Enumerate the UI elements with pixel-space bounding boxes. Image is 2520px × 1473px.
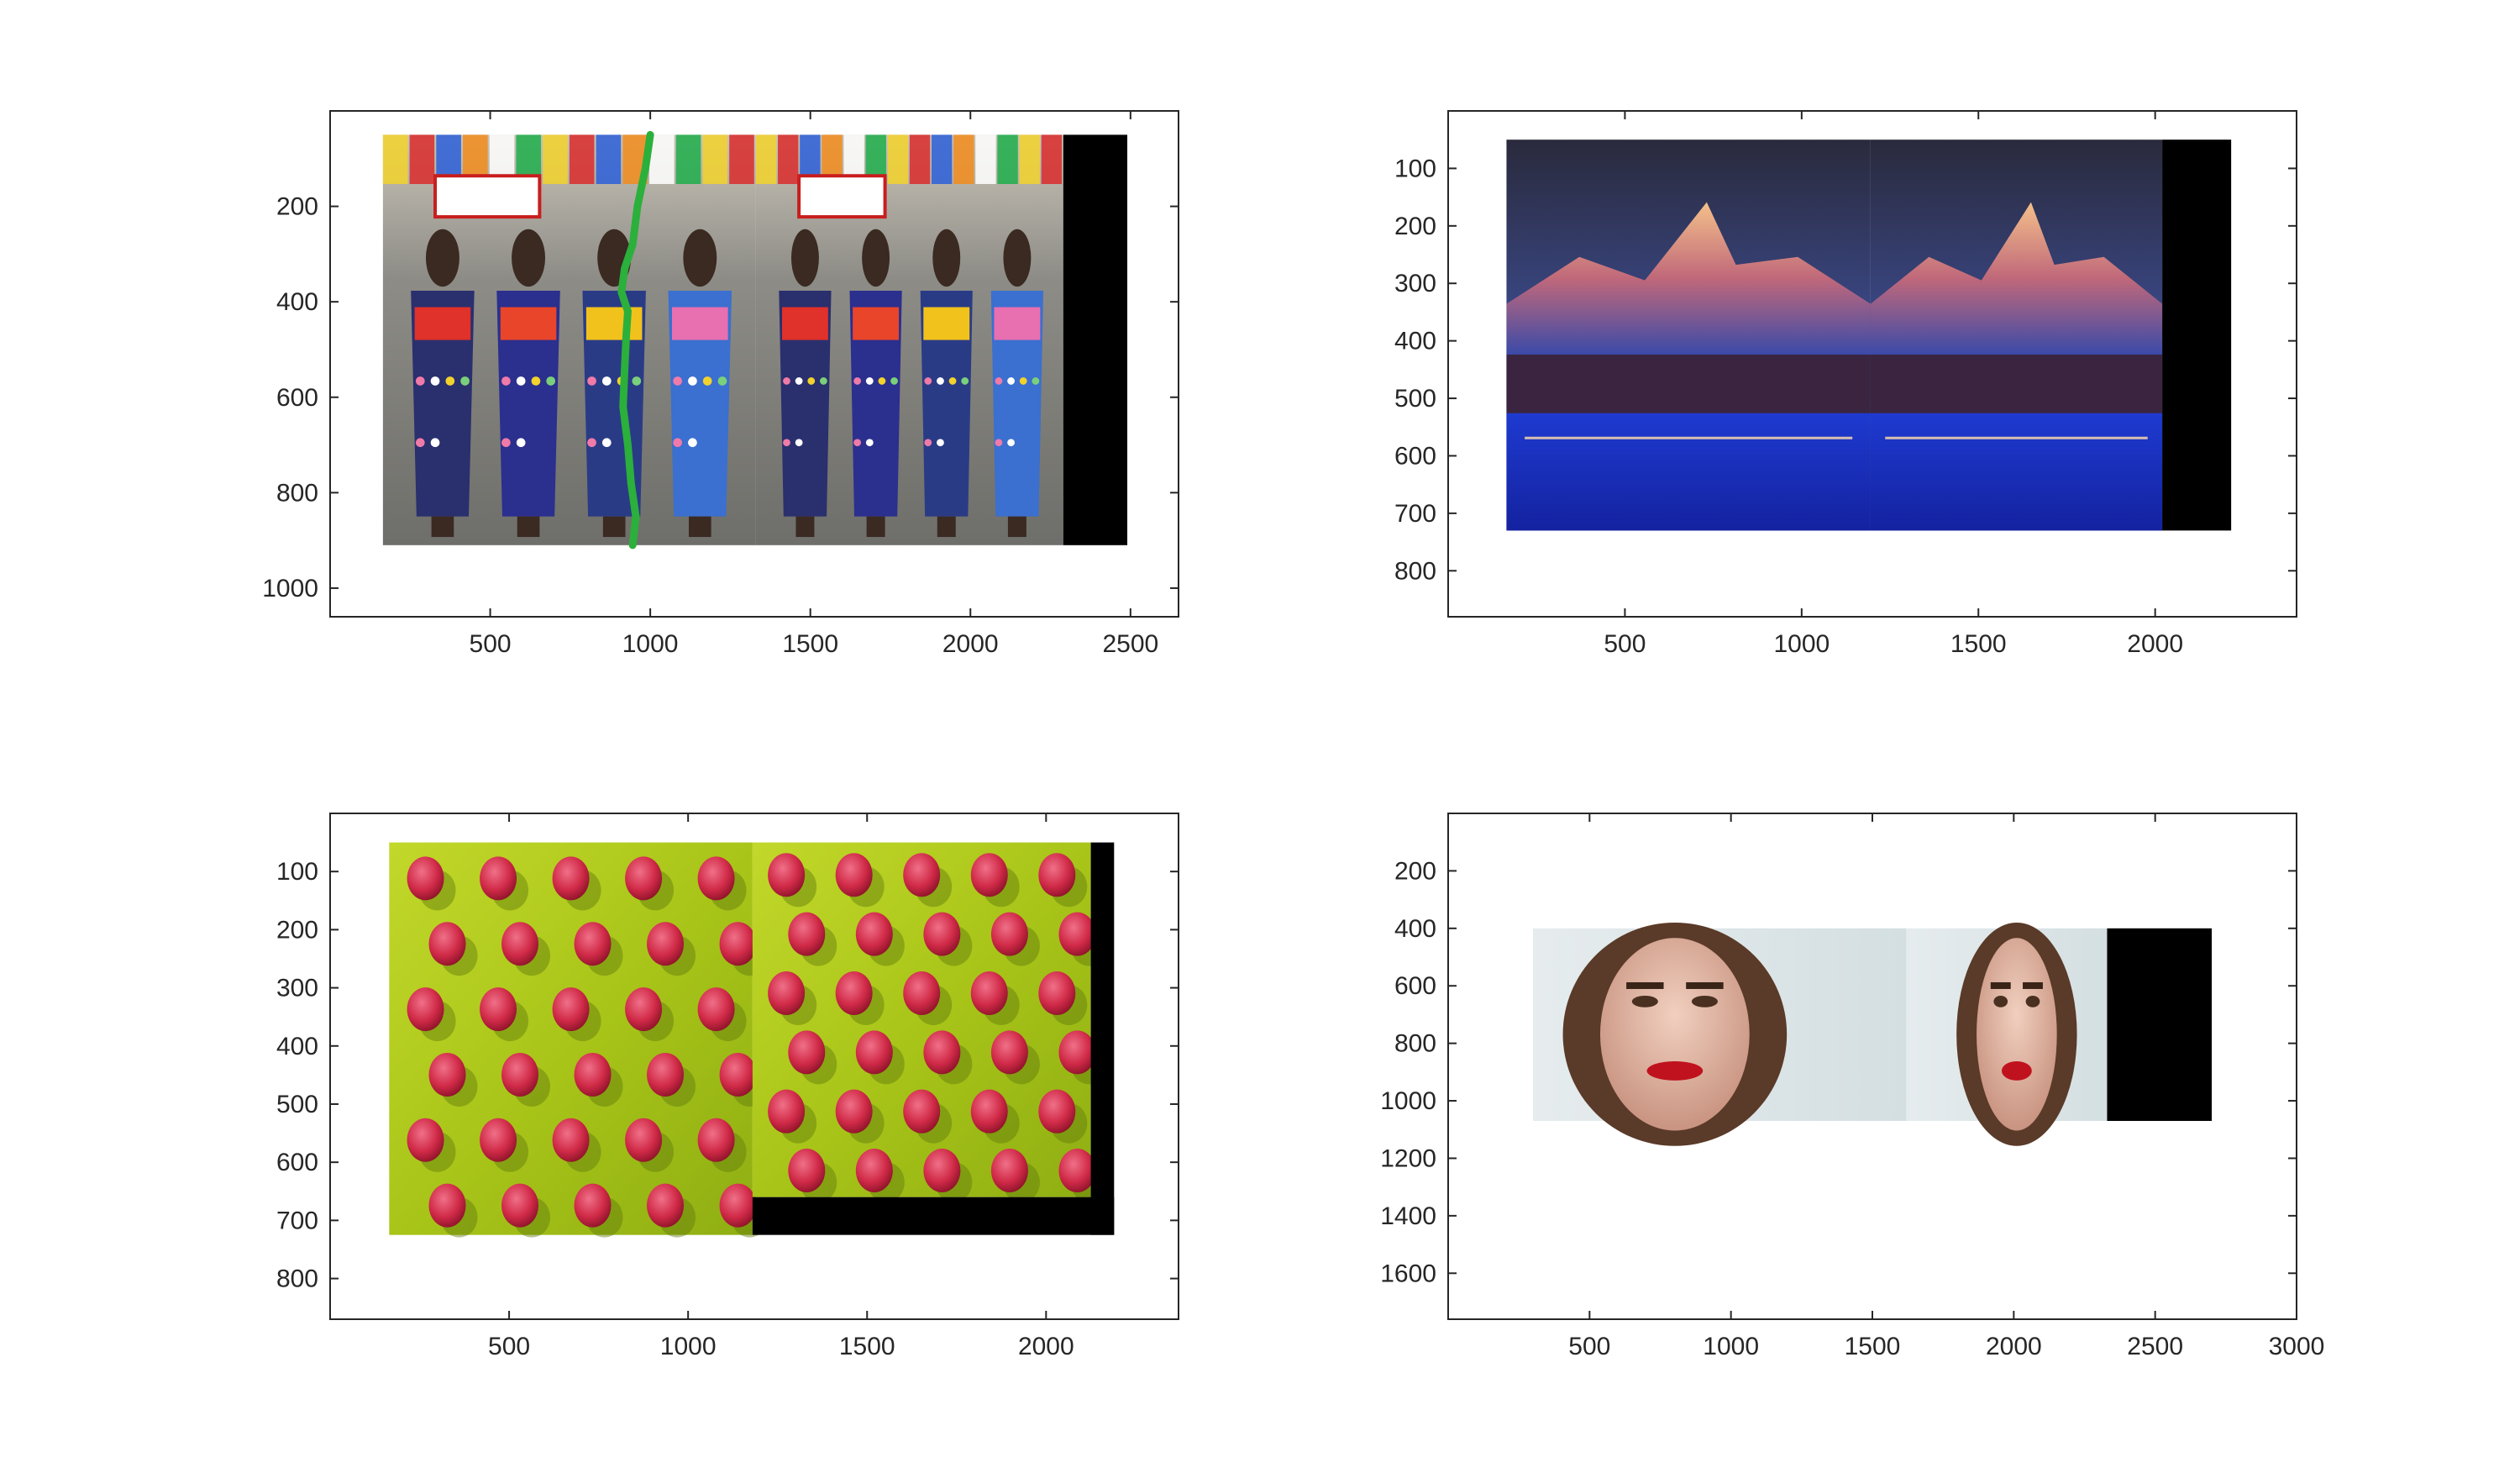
y-tick-label: 800 [1394, 557, 1436, 585]
y-tick-label: 300 [1394, 270, 1436, 297]
y-tick-label: 500 [276, 1091, 318, 1118]
y-tick-label: 600 [276, 384, 318, 412]
right-image [755, 134, 1063, 545]
left-image [389, 842, 769, 1238]
x-tick-label: 500 [488, 1333, 530, 1360]
x-tick-label: 2000 [1986, 1333, 2042, 1360]
black-fill-right [1090, 842, 1115, 1235]
axes-4: 500 1000 1500 2000 2500 3000 200 400 600 800 1000 1… [1380, 813, 2324, 1360]
y-tick-label: 100 [1394, 155, 1436, 182]
x-tick-label: 500 [1568, 1333, 1610, 1360]
left-image [382, 134, 756, 545]
y-tick-label: 400 [276, 1033, 318, 1060]
x-tick-label: 3000 [2269, 1333, 2325, 1360]
y-tick-label: 600 [1394, 972, 1436, 1000]
x-tick-label: 1500 [839, 1333, 895, 1360]
black-fill-bottom [752, 1197, 1115, 1235]
seam-line [617, 130, 654, 550]
y-tick-label: 400 [1394, 328, 1436, 355]
black-fill [2107, 928, 2212, 1121]
y-tick-label: 800 [276, 1265, 318, 1293]
x-tick-label: 1000 [622, 630, 679, 658]
y-tick-label: 500 [1394, 385, 1436, 413]
y-tick-label: 700 [276, 1207, 318, 1234]
y-tick-label: 300 [276, 975, 318, 1002]
y-tick-label: 1200 [1380, 1144, 1436, 1172]
y-tick-label: 200 [276, 193, 318, 221]
y-tick-label: 200 [1394, 857, 1436, 885]
left-image [1533, 922, 1907, 1146]
axes-3: 500 1000 1500 2000 100 200 300 400 500 600 700 800 [276, 813, 1179, 1360]
x-tick-label: 500 [1604, 630, 1646, 658]
y-tick-label: 1400 [1380, 1202, 1436, 1230]
x-tick-label: 1000 [1773, 630, 1830, 658]
axes-2: 500 1000 1500 2000 100 200 300 400 500 600 700 800 [1394, 110, 2297, 658]
x-tick-label: 1500 [1845, 1333, 1901, 1360]
y-tick-label: 800 [1394, 1030, 1436, 1058]
left-image [1506, 139, 1871, 531]
black-fill [2162, 139, 2232, 531]
y-tick-label: 200 [1394, 213, 1436, 240]
y-tick-label: 400 [276, 288, 318, 316]
x-tick-label: 2500 [1102, 630, 1158, 658]
x-tick-label: 1500 [782, 630, 838, 658]
right-image [752, 842, 1108, 1203]
y-tick-label: 400 [1394, 915, 1436, 943]
y-tick-label: 1000 [1380, 1087, 1436, 1115]
y-tick-label: 1600 [1380, 1260, 1436, 1287]
y-tick-label: 600 [1394, 442, 1436, 470]
x-tick-label: 2000 [2127, 630, 2183, 658]
axes-1: 500 1000 1500 2000 2500 200 400 600 800 1000 [262, 110, 1179, 658]
x-tick-label: 1000 [1703, 1333, 1759, 1360]
x-tick-label: 2500 [2127, 1333, 2183, 1360]
x-tick-label: 1500 [1950, 630, 2007, 658]
y-tick-label: 1000 [262, 575, 318, 602]
black-fill [1063, 134, 1128, 545]
right-image [1870, 139, 2163, 531]
x-tick-label: 2000 [942, 630, 999, 658]
right-image [1906, 922, 2108, 1146]
y-tick-label: 600 [276, 1149, 318, 1176]
y-tick-label: 200 [276, 916, 318, 944]
x-tick-label: 500 [470, 630, 512, 658]
x-tick-label: 2000 [1018, 1333, 1074, 1360]
y-tick-label: 100 [276, 858, 318, 886]
y-tick-label: 800 [276, 479, 318, 507]
x-tick-label: 1000 [660, 1333, 717, 1360]
y-tick-label: 700 [1394, 500, 1436, 528]
